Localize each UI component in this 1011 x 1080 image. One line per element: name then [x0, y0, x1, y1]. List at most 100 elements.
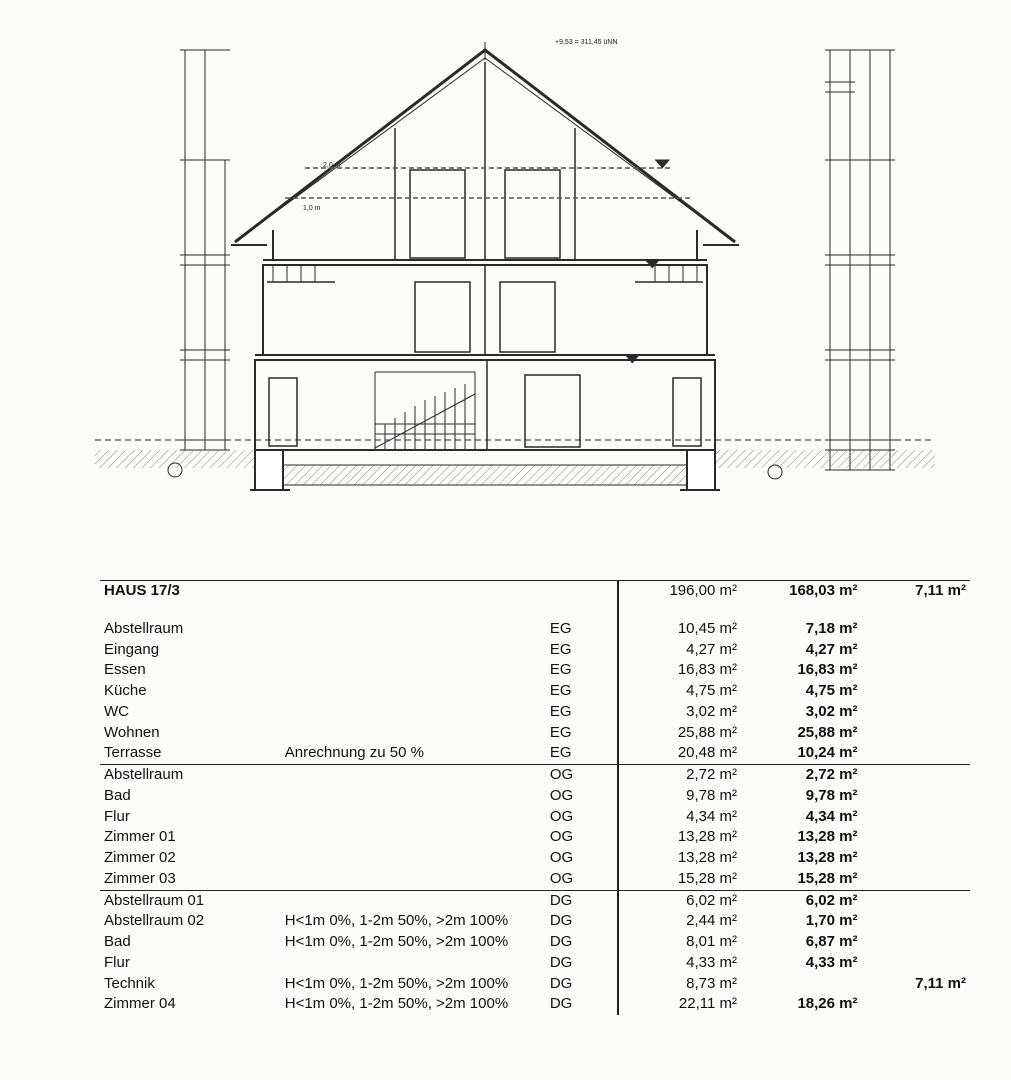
room-name: Abstellraum 02 — [100, 911, 281, 932]
room-name: Bad — [100, 786, 281, 807]
table-title: HAUS 17/3 — [100, 581, 281, 619]
room-name: Zimmer 02 — [100, 848, 281, 869]
document-page: 2,0 m 1,0 m +9,53 = 311,45 üNN — [0, 0, 1011, 1080]
area-net: 13,28 m² — [741, 848, 861, 869]
room-floor: EG — [546, 640, 618, 661]
room-note: H<1m 0%, 1-2m 50%, >2m 100% — [281, 932, 546, 953]
area-gross: 8,73 m² — [621, 974, 741, 995]
table-row: FlurOG4,34 m²4,34 m² — [100, 807, 970, 828]
room-note — [281, 660, 546, 681]
area-extra — [862, 994, 971, 1015]
room-note — [281, 807, 546, 828]
room-note — [281, 890, 546, 911]
room-floor: DG — [546, 974, 618, 995]
table-row: Zimmer 01OG13,28 m²13,28 m² — [100, 827, 970, 848]
area-extra — [862, 723, 971, 744]
area-net: 6,02 m² — [741, 890, 861, 911]
area-gross: 4,27 m² — [621, 640, 741, 661]
room-note — [281, 681, 546, 702]
area-extra — [862, 702, 971, 723]
room-floor: DG — [546, 953, 618, 974]
area-net: 18,26 m² — [741, 994, 861, 1015]
area-extra: 7,11 m² — [862, 974, 971, 995]
area-extra — [862, 619, 971, 640]
table-row: AbstellraumOG2,72 m²2,72 m² — [100, 765, 970, 786]
table-row: AbstellraumEG10,45 m²7,18 m² — [100, 619, 970, 640]
header-total-b: 168,03 m² — [741, 581, 861, 619]
room-name: Abstellraum — [100, 765, 281, 786]
table-row: WohnenEG25,88 m²25,88 m² — [100, 723, 970, 744]
room-name: Flur — [100, 953, 281, 974]
table-row: Zimmer 03OG15,28 m²15,28 m² — [100, 869, 970, 890]
area-net: 9,78 m² — [741, 786, 861, 807]
area-gross: 2,72 m² — [621, 765, 741, 786]
room-floor: EG — [546, 702, 618, 723]
area-net: 16,83 m² — [741, 660, 861, 681]
area-gross: 10,45 m² — [621, 619, 741, 640]
area-extra — [862, 681, 971, 702]
area-gross: 4,34 m² — [621, 807, 741, 828]
room-name: Zimmer 01 — [100, 827, 281, 848]
room-floor: OG — [546, 765, 618, 786]
area-gross: 9,78 m² — [621, 786, 741, 807]
area-net: 2,72 m² — [741, 765, 861, 786]
area-gross: 13,28 m² — [621, 848, 741, 869]
room-note — [281, 702, 546, 723]
area-extra — [862, 807, 971, 828]
table-row: EingangEG4,27 m²4,27 m² — [100, 640, 970, 661]
table-row: Abstellraum 01DG6,02 m²6,02 m² — [100, 890, 970, 911]
room-name: Bad — [100, 932, 281, 953]
area-gross: 16,83 m² — [621, 660, 741, 681]
table-row: TerrasseAnrechnung zu 50 %EG20,48 m²10,2… — [100, 743, 970, 764]
area-extra — [862, 765, 971, 786]
room-floor: OG — [546, 848, 618, 869]
room-note: H<1m 0%, 1-2m 50%, >2m 100% — [281, 911, 546, 932]
table-row: WCEG3,02 m²3,02 m² — [100, 702, 970, 723]
room-note — [281, 827, 546, 848]
area-gross: 4,75 m² — [621, 681, 741, 702]
table-row: FlurDG4,33 m²4,33 m² — [100, 953, 970, 974]
area-extra — [862, 869, 971, 890]
room-table: HAUS 17/3 196,00 m² 168,03 m² 7,11 m² Ab… — [100, 580, 970, 1015]
area-extra — [862, 848, 971, 869]
room-floor: DG — [546, 911, 618, 932]
room-note — [281, 640, 546, 661]
room-floor: OG — [546, 807, 618, 828]
area-gross: 25,88 m² — [621, 723, 741, 744]
room-note — [281, 848, 546, 869]
room-note: H<1m 0%, 1-2m 50%, >2m 100% — [281, 994, 546, 1015]
area-net: 4,75 m² — [741, 681, 861, 702]
room-floor: EG — [546, 723, 618, 744]
table-row: Abstellraum 02H<1m 0%, 1-2m 50%, >2m 100… — [100, 911, 970, 932]
room-floor: EG — [546, 743, 618, 764]
room-floor: DG — [546, 994, 618, 1015]
area-extra — [862, 953, 971, 974]
area-net: 10,24 m² — [741, 743, 861, 764]
area-extra — [862, 743, 971, 764]
table-row: Zimmer 02OG13,28 m²13,28 m² — [100, 848, 970, 869]
room-floor: DG — [546, 890, 618, 911]
area-net: 13,28 m² — [741, 827, 861, 848]
area-net: 3,02 m² — [741, 702, 861, 723]
table-row: EssenEG16,83 m²16,83 m² — [100, 660, 970, 681]
room-name: Eingang — [100, 640, 281, 661]
top-elevation-note: +9,53 = 311,45 üNN — [555, 39, 618, 46]
section-drawing: 2,0 m 1,0 m +9,53 = 311,45 üNN — [55, 20, 955, 530]
area-net — [741, 974, 861, 995]
area-net: 25,88 m² — [741, 723, 861, 744]
room-name: WC — [100, 702, 281, 723]
room-name: Essen — [100, 660, 281, 681]
room-floor: OG — [546, 786, 618, 807]
area-gross: 15,28 m² — [621, 869, 741, 890]
room-note — [281, 619, 546, 640]
table-header-row: HAUS 17/3 196,00 m² 168,03 m² 7,11 m² — [100, 581, 970, 619]
header-total-c: 7,11 m² — [862, 581, 971, 619]
area-net: 4,33 m² — [741, 953, 861, 974]
room-note: H<1m 0%, 1-2m 50%, >2m 100% — [281, 974, 546, 995]
area-extra — [862, 640, 971, 661]
area-gross: 6,02 m² — [621, 890, 741, 911]
table-row: TechnikH<1m 0%, 1-2m 50%, >2m 100%DG8,73… — [100, 974, 970, 995]
room-note — [281, 953, 546, 974]
area-gross: 13,28 m² — [621, 827, 741, 848]
room-note: Anrechnung zu 50 % — [281, 743, 546, 764]
